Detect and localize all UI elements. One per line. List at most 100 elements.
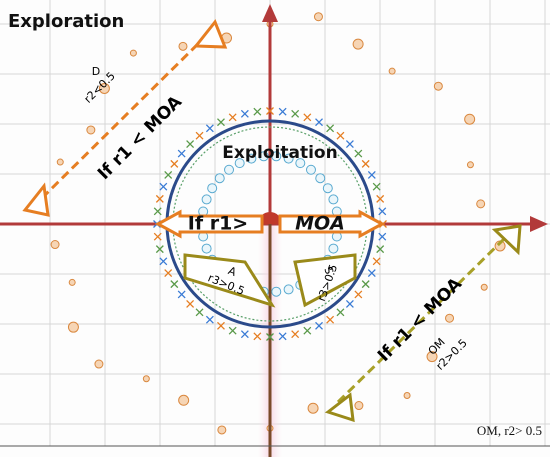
cross-marker (195, 131, 204, 140)
cross-marker (303, 113, 312, 122)
exploration-dot (67, 321, 79, 333)
inner-circle-marker (271, 286, 282, 297)
inner-circle-marker (214, 173, 225, 184)
cross-marker (372, 182, 381, 191)
cross-marker (159, 257, 168, 266)
exploration-dot (480, 283, 488, 291)
cross-marker (195, 308, 204, 317)
subtraction-box (293, 253, 357, 308)
cross-marker (326, 124, 335, 133)
inner-circle-marker (283, 284, 294, 295)
exploration-dot (56, 158, 64, 166)
exploration-dot (217, 425, 227, 435)
cross-marker (253, 332, 262, 341)
arrow-head (192, 19, 228, 49)
exploration-dot (307, 402, 319, 414)
cross-marker (217, 118, 225, 127)
exploration-dot (433, 81, 443, 91)
exploration-dot (476, 199, 486, 209)
cross-marker (186, 299, 195, 308)
cross-marker (159, 182, 168, 191)
exploration-dot (178, 394, 190, 406)
cross-marker (326, 315, 335, 324)
cross-marker (205, 124, 214, 133)
cross-marker (315, 321, 323, 330)
exploration-dot (142, 375, 150, 383)
exploration-dot (352, 38, 364, 50)
arrow-head (324, 392, 355, 423)
arrow-head (22, 182, 50, 217)
exploration-title: Exploration (8, 11, 124, 32)
cross-marker (354, 290, 363, 299)
cross-marker (164, 269, 173, 277)
multiplication-arrow (336, 236, 507, 404)
inner-circle-marker (246, 153, 257, 164)
cross-marker (345, 140, 354, 149)
axis-arrow (530, 216, 548, 232)
cross-marker (376, 245, 385, 254)
inner-circle-marker (201, 243, 212, 254)
cross-marker (376, 194, 385, 203)
cross-marker (153, 232, 162, 241)
division-label: D (92, 65, 100, 78)
inner-circle-marker (328, 194, 339, 205)
inner-circle-marker (295, 158, 306, 169)
center-rule-left: If r1> (188, 213, 248, 235)
exploration-dot (388, 67, 396, 75)
inner-circle-marker (201, 194, 212, 205)
arrow-head (491, 224, 522, 256)
right-arrow (278, 209, 386, 239)
inner-circle-marker (224, 164, 235, 175)
cross-marker (266, 333, 274, 341)
cross-marker (164, 171, 173, 179)
exploration-dot (466, 161, 474, 169)
exploration-dot (464, 113, 476, 125)
exploration-dot (403, 392, 411, 400)
cross-marker (228, 326, 237, 335)
cross-marker (378, 207, 387, 216)
inner-circle-marker (271, 151, 282, 162)
inner-circle-marker (207, 183, 218, 194)
cross-marker (170, 159, 179, 168)
exploitation-title: Exploitation (222, 143, 337, 163)
inner-circle-marker (305, 164, 316, 175)
exploration-dot (354, 401, 364, 411)
exploration-dot (50, 240, 60, 250)
cross-marker (372, 257, 381, 266)
cross-marker (361, 280, 370, 289)
cross-marker (336, 131, 345, 140)
cross-marker (186, 140, 195, 149)
exploration-dot (86, 125, 96, 135)
inner-circle-marker (283, 153, 294, 164)
exploration-dot (445, 313, 455, 323)
exploration-dot (313, 12, 323, 22)
cross-marker (367, 269, 376, 277)
exploration-dot (426, 351, 438, 363)
cross-marker (205, 315, 214, 324)
cross-marker (253, 107, 262, 116)
exploration-dot (94, 359, 104, 369)
division-arrow (40, 32, 210, 200)
cross-marker (240, 330, 249, 339)
addition-box (183, 253, 276, 308)
cross-marker (170, 280, 179, 289)
cross-marker (240, 109, 249, 118)
cross-marker (217, 321, 225, 330)
exploration-dot (68, 278, 76, 286)
subtraction-label: S (322, 265, 337, 276)
cross-marker (155, 194, 164, 203)
cross-marker (228, 113, 237, 122)
inner-circle-marker (315, 173, 326, 184)
cross-marker (177, 290, 186, 299)
inner-circle-marker (258, 151, 269, 162)
cross-marker (354, 149, 363, 158)
cross-marker (361, 159, 370, 168)
origin-marker (258, 212, 282, 224)
footer-note: OM, r2> 0.5 (477, 423, 542, 438)
cross-marker (378, 232, 387, 241)
exploration-dot (129, 49, 137, 57)
cross-marker (177, 149, 186, 158)
exploration-dot (98, 82, 110, 94)
inner-circle-marker (322, 183, 333, 194)
